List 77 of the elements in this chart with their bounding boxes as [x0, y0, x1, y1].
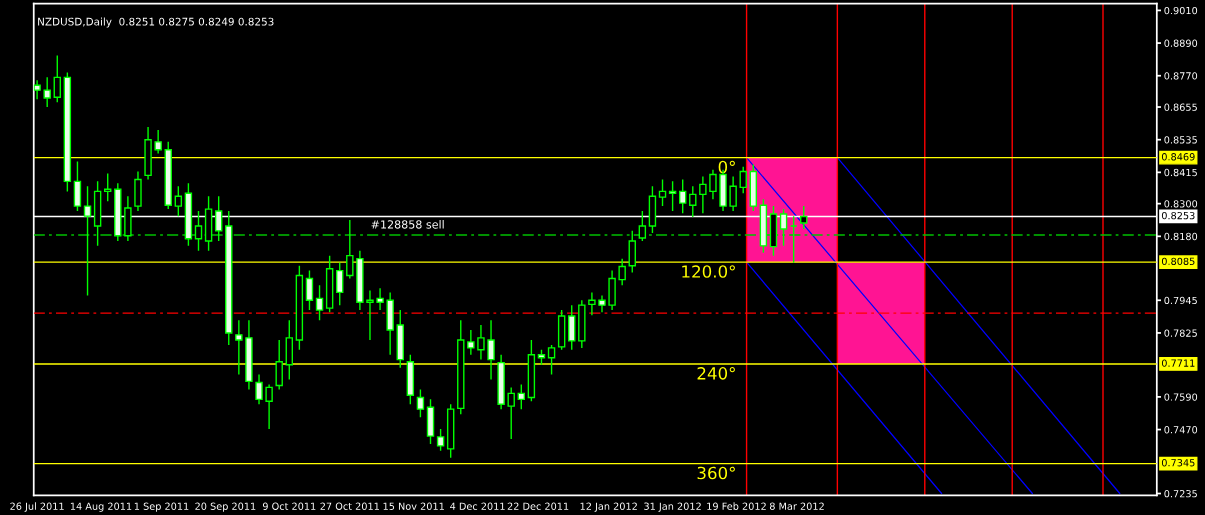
ref-line-label: 0.7711	[1161, 359, 1195, 367]
x-tick-label: 27 Oct 2011	[320, 502, 379, 510]
x-tick-label: 22 Dec 2011	[507, 502, 569, 510]
y-tick-label: 0.8655	[1164, 103, 1197, 111]
x-tick-label: 1 Sep 2011	[134, 502, 189, 512]
candlestick	[315, 284, 324, 321]
x-tick-label: 12 Jan 2012	[580, 502, 637, 512]
candlestick	[800, 205, 808, 230]
y-tick-label: 0.7590	[1164, 393, 1198, 401]
candlestick	[154, 129, 162, 155]
candlestick	[729, 175, 737, 212]
x-tick-label: 26 Jul 2011	[10, 502, 64, 512]
y-tick-label: 0.8890	[1164, 39, 1198, 47]
text: NZDUSD,Daily 0.8251 0.8275 0.8249 0.8253	[38, 17, 274, 28]
ref-line-label: 0.8253	[1161, 211, 1195, 220]
candlestick	[346, 219, 354, 280]
candlestick	[547, 344, 556, 376]
candlestick	[194, 210, 203, 252]
candlestick	[33, 79, 41, 100]
candlestick	[507, 386, 515, 440]
y-tick-label: 0.8180	[1164, 232, 1198, 241]
candlestick	[43, 76, 51, 108]
candlestick	[366, 289, 374, 341]
candlestick	[336, 262, 344, 306]
annotation: 120.0°	[682, 265, 735, 278]
ref-line-label: 0.8469	[1161, 153, 1195, 161]
candlestick	[305, 269, 314, 311]
x-tick-label: 9 Oct 2011	[262, 502, 316, 510]
ref-line-label: 0.8085	[1161, 257, 1195, 265]
candlestick	[275, 339, 283, 391]
candlestick	[709, 168, 717, 200]
candlestick	[689, 185, 697, 218]
annotation: 0°	[718, 160, 735, 174]
y-tick-label: 0.7825	[1164, 329, 1197, 337]
candlestick	[668, 180, 677, 212]
candlestick	[255, 373, 263, 405]
candlestick	[678, 178, 687, 214]
y-tick-label: 0.7470	[1164, 426, 1198, 434]
x-tick-label: 15 Nov 2011	[383, 502, 444, 510]
candlestick	[588, 291, 596, 316]
candlestick	[699, 175, 707, 214]
candlestick	[638, 210, 647, 242]
candlestick	[467, 329, 475, 356]
y-tick-label: 0.8300	[1164, 200, 1198, 208]
candlestick	[83, 185, 92, 297]
candlestick	[235, 319, 243, 376]
annotation: 240°	[697, 367, 735, 380]
y-tick-label: 0.9010	[1164, 6, 1198, 15]
y-tick-label: 0.8770	[1164, 72, 1198, 80]
y-tick-label: 0.7235	[1164, 490, 1197, 498]
candlestick	[214, 195, 223, 242]
candlestick	[53, 54, 61, 103]
ref-line-label: 0.7345	[1161, 459, 1195, 467]
candlestick	[598, 294, 606, 313]
x-tick-label: 19 Feb 2012	[707, 502, 766, 510]
ref-line-label: #128858 sell	[371, 220, 444, 229]
candlestick	[517, 383, 526, 410]
candlestick	[658, 178, 667, 207]
candlestick	[265, 383, 273, 430]
candlestick	[416, 388, 425, 419]
candlestick	[487, 319, 495, 381]
candlestick	[739, 165, 747, 195]
annotation: 360°	[697, 466, 735, 480]
y-tick-label: 0.8415	[1164, 168, 1197, 177]
x-tick-label: 20 Sep 2011	[195, 502, 256, 512]
y-tick-label: 0.8535	[1164, 136, 1197, 144]
candlestick	[174, 185, 183, 217]
y-tick-label: 0.7945	[1164, 296, 1197, 305]
x-tick-label: 14 Aug 2011	[70, 502, 132, 512]
candlestick	[477, 324, 485, 361]
x-tick-label: 8 Mar 2012	[769, 502, 824, 510]
candlestick	[376, 287, 384, 311]
candlestick	[779, 208, 788, 247]
x-tick-label: 4 Dec 2011	[450, 502, 505, 510]
x-tick-label: 31 Jan 2012	[644, 502, 701, 512]
candlestick	[436, 428, 445, 452]
candlestick	[618, 257, 626, 287]
